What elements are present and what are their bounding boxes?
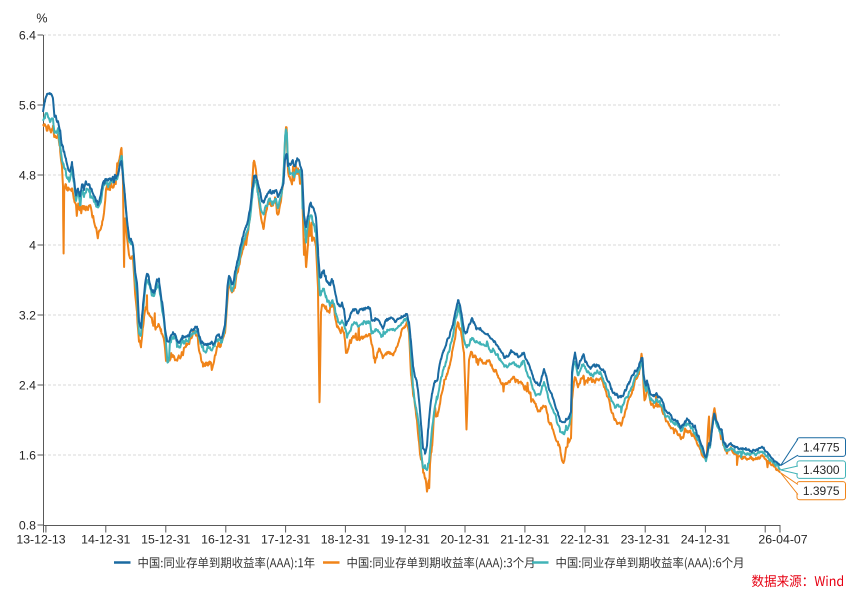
svg-text:16-12-31: 16-12-31 xyxy=(201,533,250,547)
svg-text:4: 4 xyxy=(29,238,36,252)
svg-text:24-12-31: 24-12-31 xyxy=(681,533,730,547)
svg-text:0.8: 0.8 xyxy=(19,518,36,532)
svg-text:1.6: 1.6 xyxy=(19,448,36,462)
svg-text:15-12-31: 15-12-31 xyxy=(141,533,190,547)
svg-text:21-12-31: 21-12-31 xyxy=(500,533,549,547)
svg-text:18-12-31: 18-12-31 xyxy=(321,533,370,547)
svg-text:2.4: 2.4 xyxy=(19,378,36,392)
svg-text:%: % xyxy=(36,12,47,26)
svg-text:23-12-31: 23-12-31 xyxy=(621,533,670,547)
svg-text:3.2: 3.2 xyxy=(19,308,36,322)
svg-text:26-04-07: 26-04-07 xyxy=(758,533,807,547)
svg-text:6.4: 6.4 xyxy=(19,28,36,42)
svg-text:1.4300: 1.4300 xyxy=(803,463,840,477)
svg-text:4.8: 4.8 xyxy=(19,168,36,182)
svg-text:14-12-31: 14-12-31 xyxy=(81,533,130,547)
svg-text:13-12-13: 13-12-13 xyxy=(16,533,65,547)
svg-text:17-12-31: 17-12-31 xyxy=(261,533,310,547)
svg-text:1.3975: 1.3975 xyxy=(803,484,840,498)
svg-text:22-12-31: 22-12-31 xyxy=(560,533,609,547)
svg-text:1.4775: 1.4775 xyxy=(803,440,840,454)
svg-text:19-12-31: 19-12-31 xyxy=(381,533,430,547)
svg-text:5.6: 5.6 xyxy=(19,98,36,112)
svg-text:20-12-31: 20-12-31 xyxy=(440,533,489,547)
